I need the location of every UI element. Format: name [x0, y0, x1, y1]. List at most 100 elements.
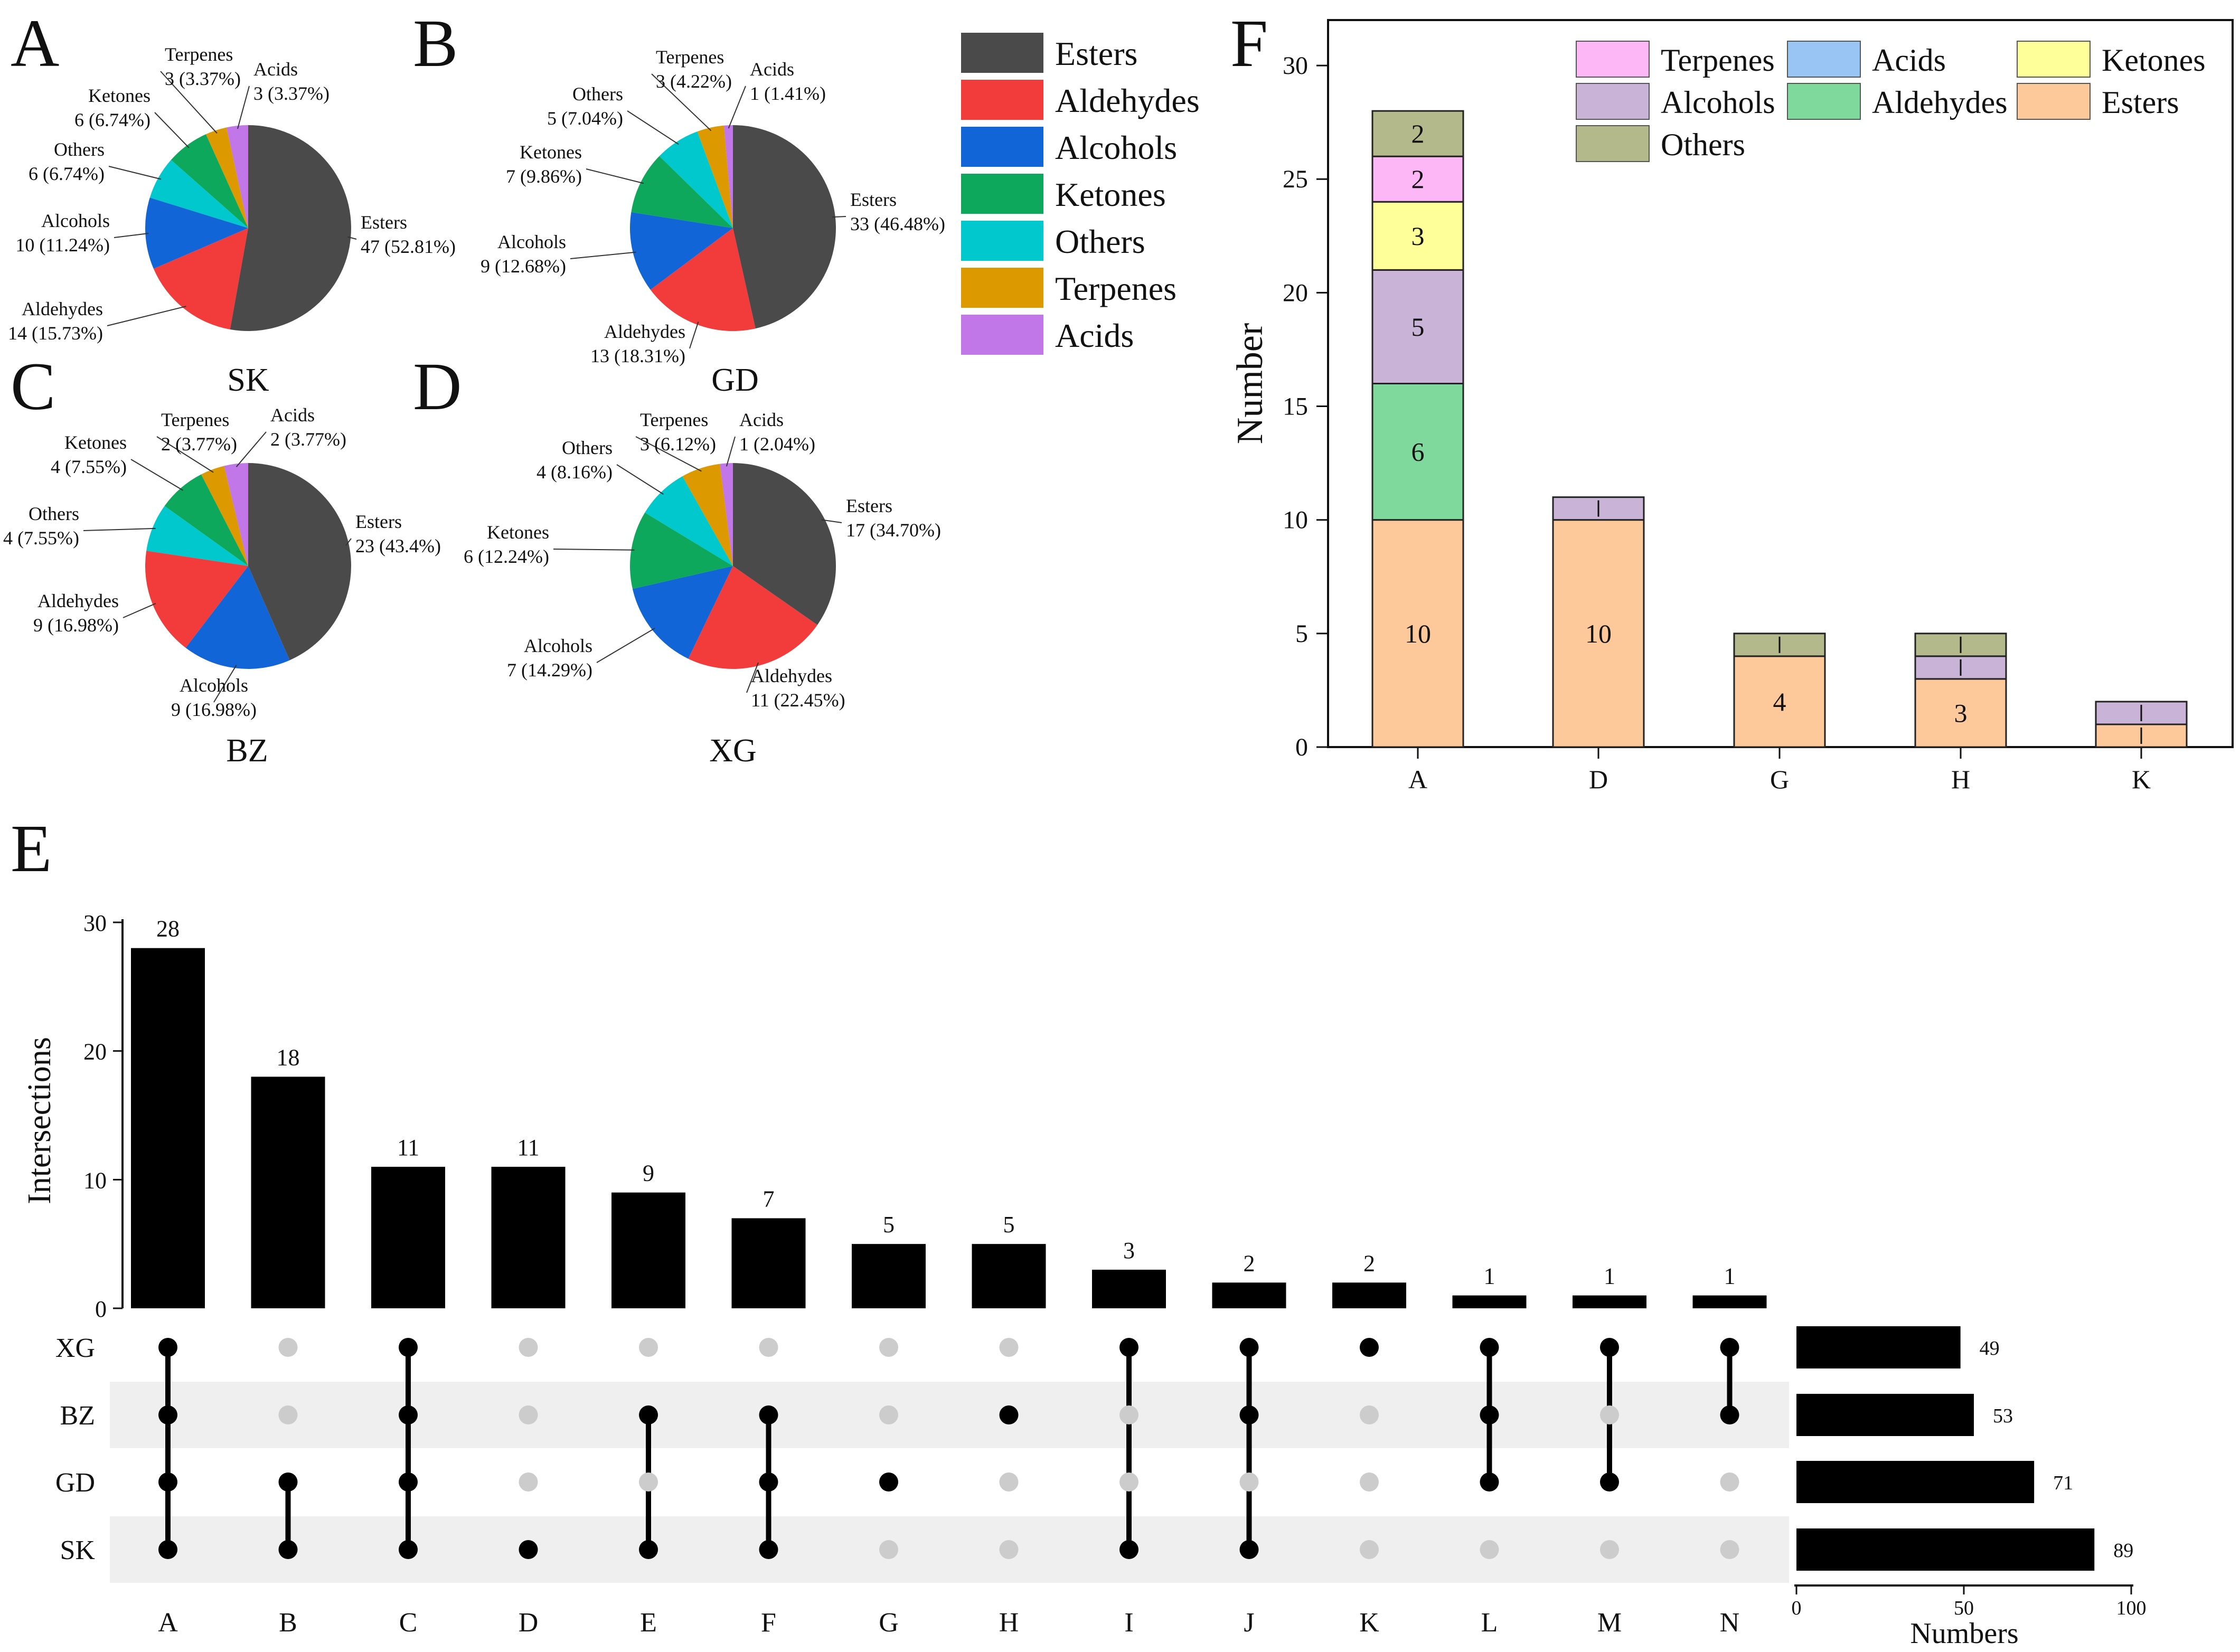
pie-a-label-name-ketones: Ketones: [88, 85, 150, 106]
f-bar-segment-a-terpenes: [1371, 155, 1464, 203]
e-xtick-label-a: A: [158, 1608, 178, 1638]
pie-b-leader-others: [627, 110, 679, 145]
e-matrix-dot-k-gd: [1360, 1472, 1379, 1491]
e-matrix-dot-i-xg: [1119, 1338, 1138, 1357]
e-matrix-dot-k-xg: [1360, 1338, 1379, 1357]
pie-b-slice-esters: [733, 125, 836, 329]
e-setsize-value-bz: 53: [1993, 1405, 2013, 1427]
pie-d-label-name-acids: Acids: [739, 409, 784, 430]
f-segment-label: 4: [1773, 687, 1786, 716]
panel-letter-b: B: [413, 6, 458, 81]
pie-b-label-value-acids: 1 (1.41%): [750, 83, 826, 104]
pie-c-label-name-acids: Acids: [270, 404, 315, 426]
e-xtick-label-g: G: [879, 1608, 899, 1638]
e-ytick-label: 20: [83, 1039, 107, 1065]
e-matrix-dot-l-xg: [1480, 1338, 1499, 1357]
e-xtick-label-j: J: [1244, 1608, 1254, 1638]
e-matrix-dot-g-xg: [879, 1338, 898, 1357]
pie-d-label-name-others: Others: [562, 437, 613, 458]
pie-b-slice-terpenes: [697, 125, 733, 228]
pie-c-label-value-aldehydes: 9 (16.98%): [33, 615, 119, 636]
pie-b-label-name-esters: Esters: [850, 189, 897, 210]
pie-d-label-value-acids: 1 (2.04%): [739, 433, 815, 455]
pie-c-label-value-ketones: 4 (7.55%): [51, 456, 127, 477]
e-matrix-dot-h-gd: [999, 1472, 1019, 1491]
f-legend-label-aldehydes: Aldehydes: [1872, 85, 2008, 120]
e-set-label-sk: SK: [60, 1535, 96, 1565]
e-bar-g: [852, 1244, 926, 1308]
e-setsize-bar-bz: [1796, 1394, 1974, 1436]
pie-c-slice-esters: [248, 463, 351, 660]
pie-b-slice-acids: [723, 125, 733, 228]
pie-c-label-name-others: Others: [29, 503, 79, 524]
pie-d-leader-acids: [726, 436, 736, 467]
e-matrix-dot-l-gd: [1480, 1472, 1499, 1491]
pie-d-slice-others: [645, 476, 733, 566]
legend-label-alcohols: Alcohols: [1055, 129, 1177, 166]
e-matrix-dot-a-sk: [158, 1540, 177, 1559]
e-setsize-tick-label: 100: [2116, 1597, 2147, 1619]
pie-b-leader-acids: [728, 86, 746, 129]
e-bar-l: [1452, 1295, 1527, 1308]
f-segment-label: 5: [1411, 312, 1425, 342]
pie-c-leader-ketones: [130, 459, 184, 491]
f-ytick-label: 0: [1295, 733, 1308, 761]
e-bar-value-i: 3: [1123, 1238, 1135, 1263]
pie-a-label-value-esters: 47 (52.81%): [361, 236, 456, 257]
e-bar-m: [1573, 1295, 1646, 1308]
pie-a-leader-alcohols: [114, 233, 149, 238]
e-matrix-dot-j-bz: [1239, 1405, 1259, 1424]
pie-c-slice-others: [146, 506, 248, 566]
pie-a-slice-esters: [230, 125, 351, 331]
pie-a-label-name-others: Others: [54, 139, 105, 160]
e-matrix-dot-e-sk: [639, 1540, 658, 1559]
e-matrix-dot-n-sk: [1720, 1540, 1739, 1559]
e-matrix-dot-e-bz: [639, 1405, 658, 1424]
pie-b-label-value-others: 5 (7.04%): [547, 108, 623, 129]
e-matrix-dot-k-sk: [1360, 1540, 1379, 1559]
e-setsize-xlabel: Numbers: [1910, 1617, 2018, 1650]
pie-b-leader-terpenes: [651, 73, 712, 131]
pie-d-slice-aldehydes: [688, 566, 817, 669]
f-legend-swatch-acids: [1787, 41, 1861, 78]
e-bar-k: [1332, 1282, 1406, 1308]
f-segment-label: 3: [1954, 698, 1968, 728]
e-matrix-dot-c-xg: [399, 1338, 418, 1357]
pie-a-label-value-others: 6 (6.74%): [29, 163, 105, 184]
e-bar-value-b: 18: [277, 1044, 300, 1070]
pie-b-slice-others: [659, 131, 733, 228]
f-legend-swatch-ketones: [2017, 41, 2091, 78]
e-matrix-dot-g-bz: [879, 1405, 898, 1424]
e-setsize-tick-label: 0: [1792, 1597, 1802, 1619]
f-bar-segment-g-esters: [1733, 655, 1826, 748]
pie-c-label-name-ketones: Ketones: [64, 432, 127, 453]
f-bar-segment-a-ketones: [1371, 201, 1464, 271]
f-ytick-label: 25: [1283, 165, 1308, 193]
e-bar-value-m: 1: [1604, 1263, 1615, 1289]
pie-b-label-value-terpenes: 3 (4.22%): [656, 71, 732, 92]
f-xtick-label: K: [2132, 764, 2151, 794]
pie-c-label-name-terpenes: Terpenes: [161, 409, 229, 430]
e-xtick-label-d: D: [519, 1608, 539, 1638]
pie-c-leader-others: [83, 527, 156, 531]
pie-c-leader-terpenes: [156, 436, 214, 473]
e-matrix-dot-d-xg: [519, 1338, 538, 1357]
e-matrix-dot-l-sk: [1480, 1540, 1499, 1559]
e-matrix-dot-j-sk: [1239, 1540, 1259, 1559]
e-xtick-label-m: M: [1597, 1608, 1622, 1638]
e-xtick-label-i: I: [1124, 1608, 1133, 1638]
e-ytick-label: 10: [83, 1167, 107, 1193]
pie-b-leader-ketones: [586, 168, 644, 184]
pie-d-label-name-esters: Esters: [846, 495, 892, 516]
f-legend-swatch-terpenes: [1576, 41, 1650, 78]
e-xtick-label-b: B: [279, 1608, 297, 1638]
pie-d-slice-alcohols: [632, 566, 733, 659]
pie-d-label-name-ketones: Ketones: [487, 522, 549, 543]
pie-a-leader-esters: [347, 236, 357, 240]
e-bar-d: [491, 1166, 566, 1308]
e-bar-value-n: 1: [1724, 1263, 1736, 1289]
legend-swatch-ketones: [961, 174, 1043, 214]
panel-letter-c: C: [11, 349, 55, 424]
e-bar-b: [251, 1077, 325, 1308]
f-ytick-label: 10: [1283, 506, 1308, 534]
